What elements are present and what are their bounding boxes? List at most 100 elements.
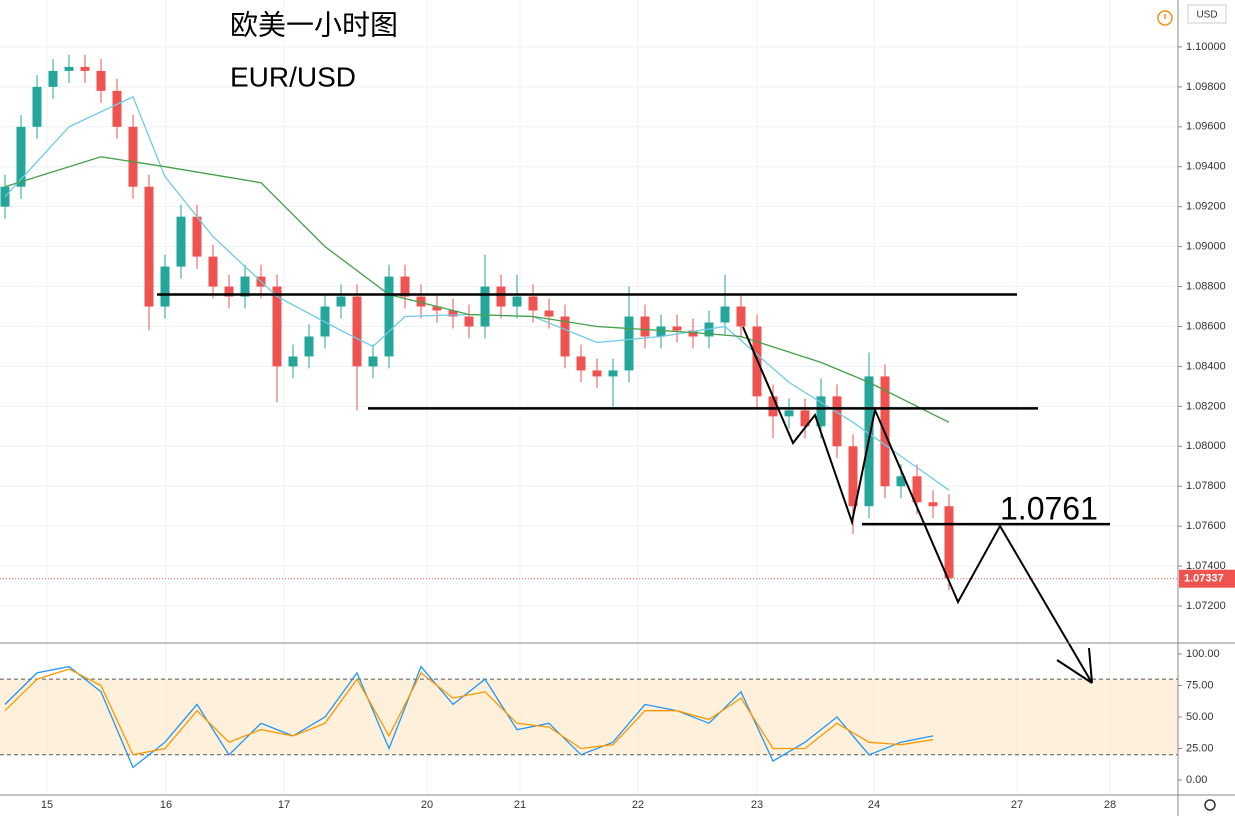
currency-box [1187, 4, 1227, 24]
y-tick-label: 75.00 [1186, 679, 1214, 691]
chart-title: 欧美一小时图 [230, 9, 398, 40]
candle-body [144, 186, 154, 307]
y-tick-label: 1.09200 [1186, 201, 1226, 213]
y-tick-label: 1.08000 [1186, 440, 1226, 452]
y-tick-label: 1.07400 [1186, 560, 1226, 572]
candle-body [656, 326, 666, 337]
y-tick-label: 100.00 [1186, 648, 1220, 660]
oscillator-band [0, 679, 1178, 755]
arrow-head [1088, 647, 1093, 684]
y-tick-label: 1.07800 [1186, 480, 1226, 492]
y-tick-label: 1.10000 [1186, 41, 1226, 53]
candle-body [720, 306, 730, 323]
candle-body [832, 396, 842, 447]
candle-body [768, 396, 778, 417]
alert-icon[interactable] [1157, 10, 1173, 26]
settings-icon[interactable] [1204, 799, 1216, 811]
y-tick-label: 1.08400 [1186, 360, 1226, 372]
y-tick-label: 1.09600 [1186, 121, 1226, 133]
candle-body [32, 86, 42, 127]
candle-body [432, 306, 442, 311]
candle-body [688, 330, 698, 337]
candle-body [672, 326, 682, 331]
y-tick-label: 1.09000 [1186, 241, 1226, 253]
y-tick-label: 1.07600 [1186, 520, 1226, 532]
candle-body [304, 336, 314, 357]
candle-body [192, 216, 202, 257]
candle-body [96, 70, 106, 91]
x-tick-label: 15 [41, 799, 53, 811]
candle-body [128, 126, 138, 187]
currency-label: USD [1196, 10, 1217, 21]
last-price-tag [1179, 569, 1235, 588]
line [4, 665, 934, 769]
y-tick-label: 50.00 [1186, 711, 1214, 723]
candle-body [560, 316, 570, 357]
x-tick-label: 21 [514, 799, 526, 811]
line [4, 668, 934, 756]
price-panel: 1.0761 1.07337 [0, 54, 1235, 591]
line [4, 95, 950, 491]
candle-body [352, 296, 362, 367]
candle-body [208, 256, 218, 287]
y-tick-label: 1.08600 [1186, 320, 1226, 332]
candle-body [544, 310, 554, 317]
candle-body [816, 396, 826, 427]
candle-body [464, 316, 474, 327]
candle-body [64, 66, 74, 71]
candle-body [368, 356, 378, 367]
arrow-head [1056, 659, 1093, 684]
candle-body [640, 316, 650, 337]
y-tick-label: 1.08200 [1186, 400, 1226, 412]
candle-body [944, 506, 954, 579]
level-annotation: 1.0761 [1000, 491, 1098, 527]
y-tick-label: 1.09800 [1186, 81, 1226, 93]
candle-body [896, 476, 906, 487]
candle-body [176, 216, 186, 267]
candle-body [784, 410, 794, 417]
candle-body [336, 296, 346, 307]
candle-body [160, 266, 170, 307]
last-price-label: 1.07337 [1184, 573, 1224, 585]
candle-body [288, 356, 298, 367]
candle-body [608, 370, 618, 377]
x-tick-label: 24 [868, 799, 880, 811]
candle-body [800, 410, 810, 427]
x-tick-label: 16 [160, 799, 172, 811]
candle-body [512, 296, 522, 307]
y-tick-label: 1.08800 [1186, 280, 1226, 292]
candle-body [496, 286, 506, 307]
candle-body [416, 296, 426, 307]
candle-body [16, 126, 26, 187]
line [4, 156, 950, 423]
projection-path [742, 326, 1093, 684]
x-tick-label: 17 [278, 799, 290, 811]
candle-body [528, 296, 538, 311]
candle-body [912, 476, 922, 503]
candle-body [384, 276, 394, 357]
y-tick-label: 1.07200 [1186, 600, 1226, 612]
oscillator-panel: 0.00 25.00 50.00 75.00 100.00 [0, 648, 1220, 786]
candle-body [592, 370, 602, 377]
candle-body [240, 276, 250, 297]
candle-body [928, 502, 938, 507]
chart-subtitle: EUR/USD [230, 61, 356, 92]
y-tick-label: 25.00 [1186, 742, 1214, 754]
x-tick-label: 27 [1011, 799, 1023, 811]
x-tick-label: 28 [1104, 799, 1116, 811]
y-tick-label: 1.09400 [1186, 161, 1226, 173]
candle-body [112, 90, 122, 127]
candle-body [848, 446, 858, 507]
candle-body [224, 286, 234, 297]
candle-body [736, 306, 746, 327]
candle-body [48, 70, 58, 87]
x-tick-label: 23 [751, 799, 763, 811]
candle-body [400, 276, 410, 297]
x-tick-label: 22 [632, 799, 644, 811]
y-tick-label: 0.00 [1186, 774, 1207, 786]
candle-body [480, 286, 490, 327]
candle-body [272, 286, 282, 367]
candle-body [624, 316, 634, 371]
